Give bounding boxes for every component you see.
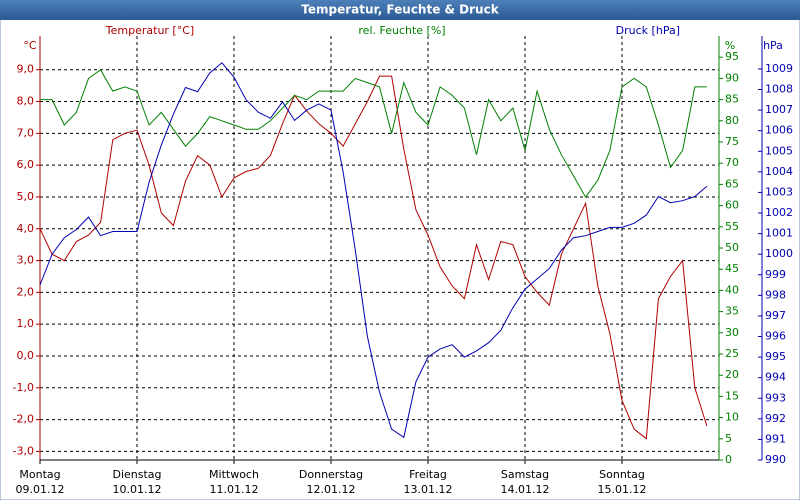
y-tick-label: 8,0 bbox=[17, 95, 35, 108]
y3-tick-label: 991 bbox=[765, 432, 786, 445]
series-line bbox=[40, 69, 707, 199]
x-tick-day: Dienstag bbox=[112, 468, 161, 481]
y2-tick-label: 90 bbox=[725, 71, 739, 84]
y-tick-label: 6,0 bbox=[17, 158, 35, 171]
y2-tick-label: 55 bbox=[725, 220, 739, 233]
y2-tick-label: 45 bbox=[725, 262, 739, 275]
y3-tick-label: 1009 bbox=[765, 62, 793, 75]
y2-tick-label: 40 bbox=[725, 283, 739, 296]
y3-tick-label: 993 bbox=[765, 391, 786, 404]
legend-label: Temperatur [°C] bbox=[105, 24, 194, 37]
y2-tick-label: 0 bbox=[725, 453, 732, 466]
y-tick-label: -3,0 bbox=[13, 444, 34, 457]
y3-tick-label: 1003 bbox=[765, 185, 793, 198]
x-tick-day: Mittwoch bbox=[209, 468, 259, 481]
y2-tick-label: 85 bbox=[725, 93, 739, 106]
y2-tick-label: 10 bbox=[725, 411, 739, 424]
y-tick-label: 3,0 bbox=[17, 254, 35, 267]
y-tick-label: -2,0 bbox=[13, 413, 34, 426]
x-tick-date: 13.01.12 bbox=[404, 483, 453, 496]
y3-tick-label: 1000 bbox=[765, 247, 793, 260]
y2-tick-label: 30 bbox=[725, 326, 739, 339]
y-tick-label: -1,0 bbox=[13, 381, 34, 394]
y-tick-label: 9,0 bbox=[17, 63, 35, 76]
y2-tick-label: 5 bbox=[725, 432, 732, 445]
y2-tick-label: 50 bbox=[725, 241, 739, 254]
y3-tick-label: 1005 bbox=[765, 144, 793, 157]
legend-label: rel. Feuchte [%] bbox=[358, 24, 445, 37]
y3-tick-label: 994 bbox=[765, 371, 786, 384]
y3-axis-title: hPa bbox=[763, 39, 783, 52]
y-tick-label: 7,0 bbox=[17, 126, 35, 139]
y2-tick-label: 65 bbox=[725, 177, 739, 190]
y-axis-title: °C bbox=[23, 39, 37, 52]
x-tick-date: 10.01.12 bbox=[113, 483, 162, 496]
y3-tick-label: 997 bbox=[765, 309, 786, 322]
y-tick-label: 4,0 bbox=[17, 222, 35, 235]
x-tick-day: Samstag bbox=[501, 468, 549, 481]
x-tick-day: Sonntag bbox=[599, 468, 645, 481]
x-tick-date: 09.01.12 bbox=[16, 483, 65, 496]
y3-tick-label: 990 bbox=[765, 453, 786, 466]
chart-title: Temperatur, Feuchte & Druck bbox=[301, 3, 499, 17]
y2-tick-label: 70 bbox=[725, 156, 739, 169]
legend-label: Druck [hPa] bbox=[616, 24, 680, 37]
series-line bbox=[39, 75, 708, 440]
y3-tick-label: 1004 bbox=[765, 165, 793, 178]
y3-tick-label: 1006 bbox=[765, 124, 793, 137]
x-tick-date: 11.01.12 bbox=[210, 483, 259, 496]
y-tick-label: 1,0 bbox=[17, 317, 35, 330]
y3-tick-label: 1002 bbox=[765, 206, 793, 219]
y2-tick-label: 80 bbox=[725, 114, 739, 127]
y-tick-label: 5,0 bbox=[17, 190, 35, 203]
y2-tick-label: 60 bbox=[725, 199, 739, 212]
y2-tick-label: 20 bbox=[725, 368, 739, 381]
y3-tick-label: 1007 bbox=[765, 103, 793, 116]
y-tick-label: 2,0 bbox=[17, 285, 35, 298]
y3-tick-label: 992 bbox=[765, 412, 786, 425]
x-tick-day: Montag bbox=[19, 468, 60, 481]
y3-tick-label: 996 bbox=[765, 330, 786, 343]
y2-tick-label: 15 bbox=[725, 389, 739, 402]
y2-axis-title: % bbox=[725, 39, 735, 52]
x-tick-date: 14.01.12 bbox=[501, 483, 550, 496]
y2-tick-label: 35 bbox=[725, 305, 739, 318]
x-tick-day: Donnerstag bbox=[299, 468, 363, 481]
y3-tick-label: 1001 bbox=[765, 227, 793, 240]
x-tick-date: 15.01.12 bbox=[598, 483, 647, 496]
y2-tick-label: 75 bbox=[725, 135, 739, 148]
series-line bbox=[39, 62, 708, 439]
y2-tick-label: 25 bbox=[725, 347, 739, 360]
y3-tick-label: 998 bbox=[765, 288, 786, 301]
x-tick-date: 12.01.12 bbox=[307, 483, 356, 496]
y3-tick-label: 995 bbox=[765, 350, 786, 363]
y2-tick-label: 95 bbox=[725, 50, 739, 63]
y3-tick-label: 1008 bbox=[765, 83, 793, 96]
title-bar bbox=[0, 0, 800, 20]
y-tick-label: 0,0 bbox=[17, 349, 35, 362]
x-tick-day: Freitag bbox=[409, 468, 447, 481]
y3-tick-label: 999 bbox=[765, 268, 786, 281]
